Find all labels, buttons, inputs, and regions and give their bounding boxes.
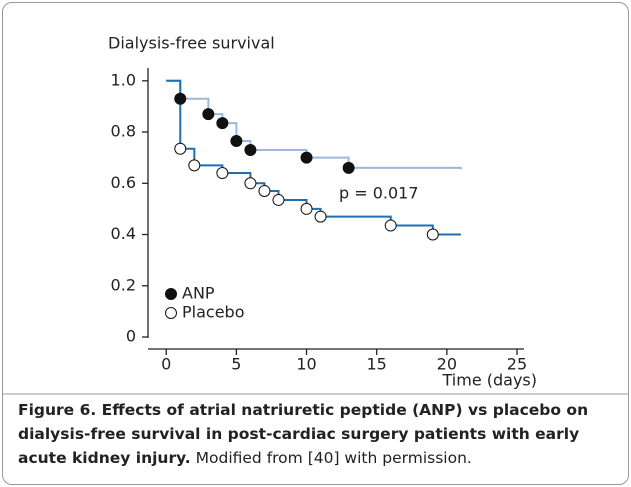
event-marker — [244, 143, 257, 156]
event-marker — [258, 184, 271, 197]
event-marker — [202, 108, 215, 121]
survival-line — [166, 79, 462, 170]
event-marker — [216, 117, 229, 130]
y-tick-label: 0 — [126, 327, 136, 346]
legend-marker — [165, 307, 177, 319]
x-tick-label: 25 — [507, 355, 527, 374]
event-marker — [188, 159, 201, 172]
event-marker — [216, 167, 229, 180]
x-tick-label: 10 — [296, 355, 316, 374]
event-marker — [426, 228, 439, 241]
caption-bold: Figure 6. Effects of atrial natriuretic … — [18, 401, 589, 467]
x-tick-label: 0 — [161, 355, 171, 374]
x-tick-label: 15 — [367, 355, 387, 374]
event-marker — [384, 219, 397, 232]
event-marker — [174, 142, 187, 155]
event-marker — [300, 151, 313, 164]
event-marker — [272, 193, 285, 206]
caption-text: Modified from [40] with permission. — [195, 449, 472, 467]
y-tick-label: 1.0 — [111, 70, 136, 89]
annotation: p = 0.017 — [339, 184, 419, 203]
y-tick-label: 0.2 — [111, 275, 136, 294]
x-tick-label: 20 — [437, 355, 457, 374]
y-tick-label: 0.4 — [111, 224, 136, 243]
legend-label: ANP — [182, 284, 215, 303]
event-marker — [174, 92, 187, 105]
event-marker — [342, 161, 355, 174]
event-marker — [244, 177, 257, 190]
y-axis-label: Dialysis-free survival — [108, 34, 275, 53]
event-marker — [314, 210, 327, 223]
y-tick-label: 0.6 — [111, 173, 136, 192]
legend-marker — [165, 288, 177, 300]
event-marker — [230, 135, 243, 148]
x-tick-label: 5 — [231, 355, 241, 374]
event-marker — [300, 202, 313, 215]
x-axis-label: Time (days) — [442, 371, 538, 390]
y-tick-label: 0.8 — [111, 122, 136, 141]
caption: Figure 6. Effects of atrial natriuretic … — [18, 398, 618, 470]
legend-label: Placebo — [182, 303, 244, 322]
